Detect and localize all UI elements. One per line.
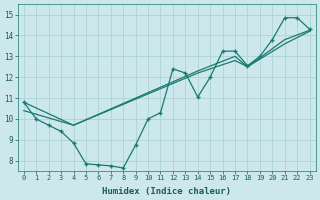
- X-axis label: Humidex (Indice chaleur): Humidex (Indice chaleur): [102, 187, 231, 196]
